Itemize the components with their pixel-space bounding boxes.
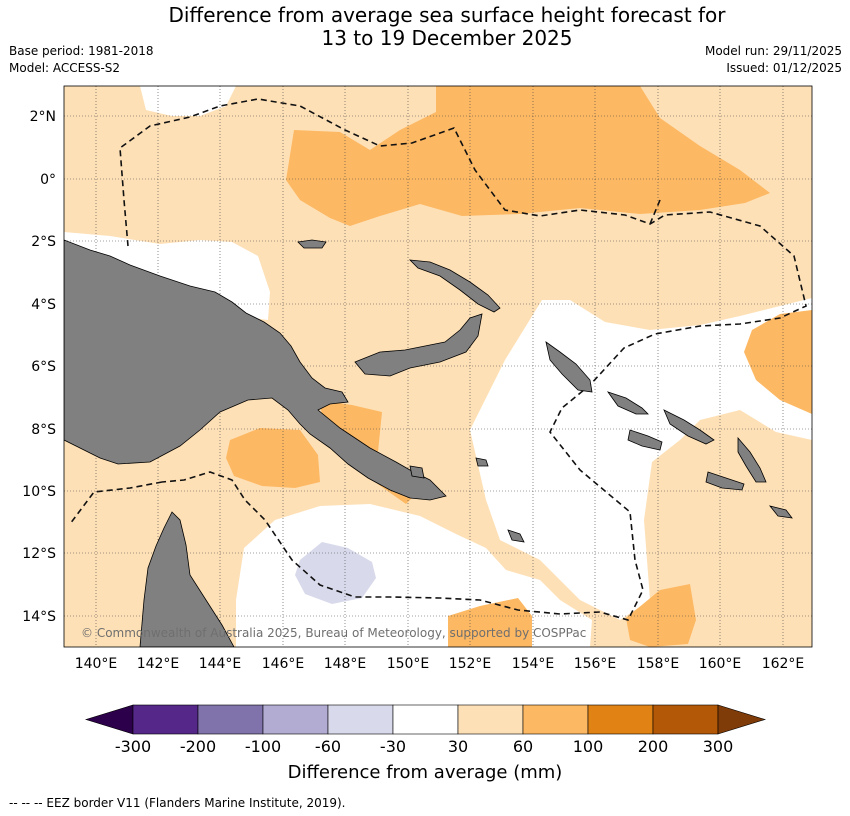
cb-tick--60: -60 xyxy=(315,737,341,756)
meta-right: Model run: 29/11/2025 Issued: 01/12/2025 xyxy=(705,43,842,77)
eez-png-north xyxy=(119,98,807,621)
colorbar-segment--100--60 xyxy=(262,704,329,735)
land-woodlark xyxy=(475,457,489,467)
land-new-ireland xyxy=(408,259,501,313)
map-frame xyxy=(63,85,813,648)
lat-label-12s: 12°S xyxy=(22,546,56,562)
base-period-text: Base period: 1981-2018 xyxy=(9,44,154,58)
lat-label-2n: 2°N xyxy=(30,109,56,125)
land-malaita xyxy=(737,436,767,483)
anomaly-band-60-100-east xyxy=(744,310,812,414)
lat-label-2s: 2°S xyxy=(31,234,56,250)
title-line-1: Difference from average sea surface heig… xyxy=(168,3,726,27)
colorbar-segment-30-60 xyxy=(457,704,524,735)
lon-label-154e: 154°E xyxy=(512,656,555,672)
lon-label-142e: 142°E xyxy=(137,656,180,672)
cb-tick-60: 60 xyxy=(513,737,533,756)
colorbar-extend-low xyxy=(84,704,134,735)
land-louisiade xyxy=(507,529,525,543)
cb-tick-30: 30 xyxy=(448,737,468,756)
colorbar-segment--300--200 xyxy=(132,704,199,735)
colorbar-segment--60--30 xyxy=(327,704,394,735)
colorbar-label: Difference from average (mm) xyxy=(288,762,563,783)
cb-tick--200: -200 xyxy=(180,737,216,756)
anomaly-band-neg-60-30 xyxy=(295,542,376,604)
cb-tick--300: -300 xyxy=(115,737,151,756)
land-santa-isabel xyxy=(663,409,715,445)
graticule xyxy=(64,86,812,647)
lon-label-162e: 162°E xyxy=(762,656,805,672)
cb-tick-100: 100 xyxy=(573,737,604,756)
colorbar-segment-100-200 xyxy=(587,704,654,735)
copyright-notice: © Commonwealth of Australia 2025, Bureau… xyxy=(81,626,586,640)
lon-label-158e: 158°E xyxy=(637,656,680,672)
colorbar-segment--30-30 xyxy=(392,704,459,735)
title-line-2: 13 to 19 December 2025 xyxy=(321,26,573,50)
land-guadalcanal xyxy=(627,429,663,451)
lat-label-8s: 8°S xyxy=(31,422,56,438)
lat-label-4s: 4°S xyxy=(31,297,56,313)
lon-label-152e: 152°E xyxy=(449,656,492,672)
land-new-britain xyxy=(354,313,483,377)
lon-label-144e: 144°E xyxy=(199,656,242,672)
anomaly-band-60-100-southeast xyxy=(626,584,696,647)
eez-aus-png xyxy=(69,481,163,525)
lat-axis-labels: 2°N 0° 2°S 4°S 6°S 8°S 10°S 12°S 14°S xyxy=(22,109,56,625)
cb-tick-200: 200 xyxy=(638,737,669,756)
lon-label-160e: 160°E xyxy=(699,656,742,672)
lon-label-148e: 148°E xyxy=(324,656,367,672)
land-manus xyxy=(297,239,327,249)
lat-label-0: 0° xyxy=(40,172,56,188)
land-choiseul xyxy=(606,391,649,415)
model-text: Model: ACCESS-S2 xyxy=(9,61,121,75)
land-rennell xyxy=(768,505,793,519)
land-dentrecasteaux xyxy=(409,465,425,479)
lat-label-14s: 14°S xyxy=(22,609,56,625)
eez-footnote: -- -- -- EEZ border V11 (Flanders Marine… xyxy=(9,796,346,810)
lon-label-146e: 146°E xyxy=(262,656,305,672)
lon-label-140e: 140°E xyxy=(75,656,118,672)
model-run-text: Model run: 29/11/2025 xyxy=(704,44,842,58)
map-area: © Commonwealth of Australia 2025, Bureau… xyxy=(64,86,812,647)
colorbar xyxy=(84,704,767,735)
meta-left: Base period: 1981-2018 Model: ACCESS-S2 xyxy=(9,43,154,77)
cb-tick--100: -100 xyxy=(245,737,281,756)
lat-label-6s: 6°S xyxy=(31,359,56,375)
anomaly-neutral-east xyxy=(470,298,812,620)
anomaly-band-60-100-south xyxy=(448,598,532,647)
eez-solomons-nauru xyxy=(649,199,661,225)
anomaly-band-60-100-north xyxy=(286,86,770,226)
colorbar-segment-60-100 xyxy=(522,704,589,735)
cb-tick--30: -30 xyxy=(380,737,406,756)
anomaly-band-60-100-gulf xyxy=(226,428,320,488)
lon-label-156e: 156°E xyxy=(574,656,617,672)
land-australia-cape-york xyxy=(139,511,235,647)
colorbar-segment-200-300 xyxy=(652,704,719,735)
land-bougainville xyxy=(545,341,593,393)
lat-label-10s: 10°S xyxy=(22,484,56,500)
colorbar-extend-high xyxy=(717,704,767,735)
colorbar-ticks: -300 -200 -100 -60 -30 30 60 100 200 300 xyxy=(115,737,733,756)
land xyxy=(64,239,793,647)
eez-borders xyxy=(69,98,807,621)
land-makira xyxy=(705,471,745,491)
colorbar-segment--200--100 xyxy=(197,704,264,735)
map-title: Difference from average sea surface heig… xyxy=(0,4,850,50)
cb-tick-300: 300 xyxy=(703,737,734,756)
lon-label-150e: 150°E xyxy=(387,656,430,672)
land-new-guinea xyxy=(64,239,447,501)
issued-text: Issued: 01/12/2025 xyxy=(726,61,842,75)
lon-axis-labels: 140°E 142°E 144°E 146°E 148°E 150°E 152°… xyxy=(75,656,805,672)
